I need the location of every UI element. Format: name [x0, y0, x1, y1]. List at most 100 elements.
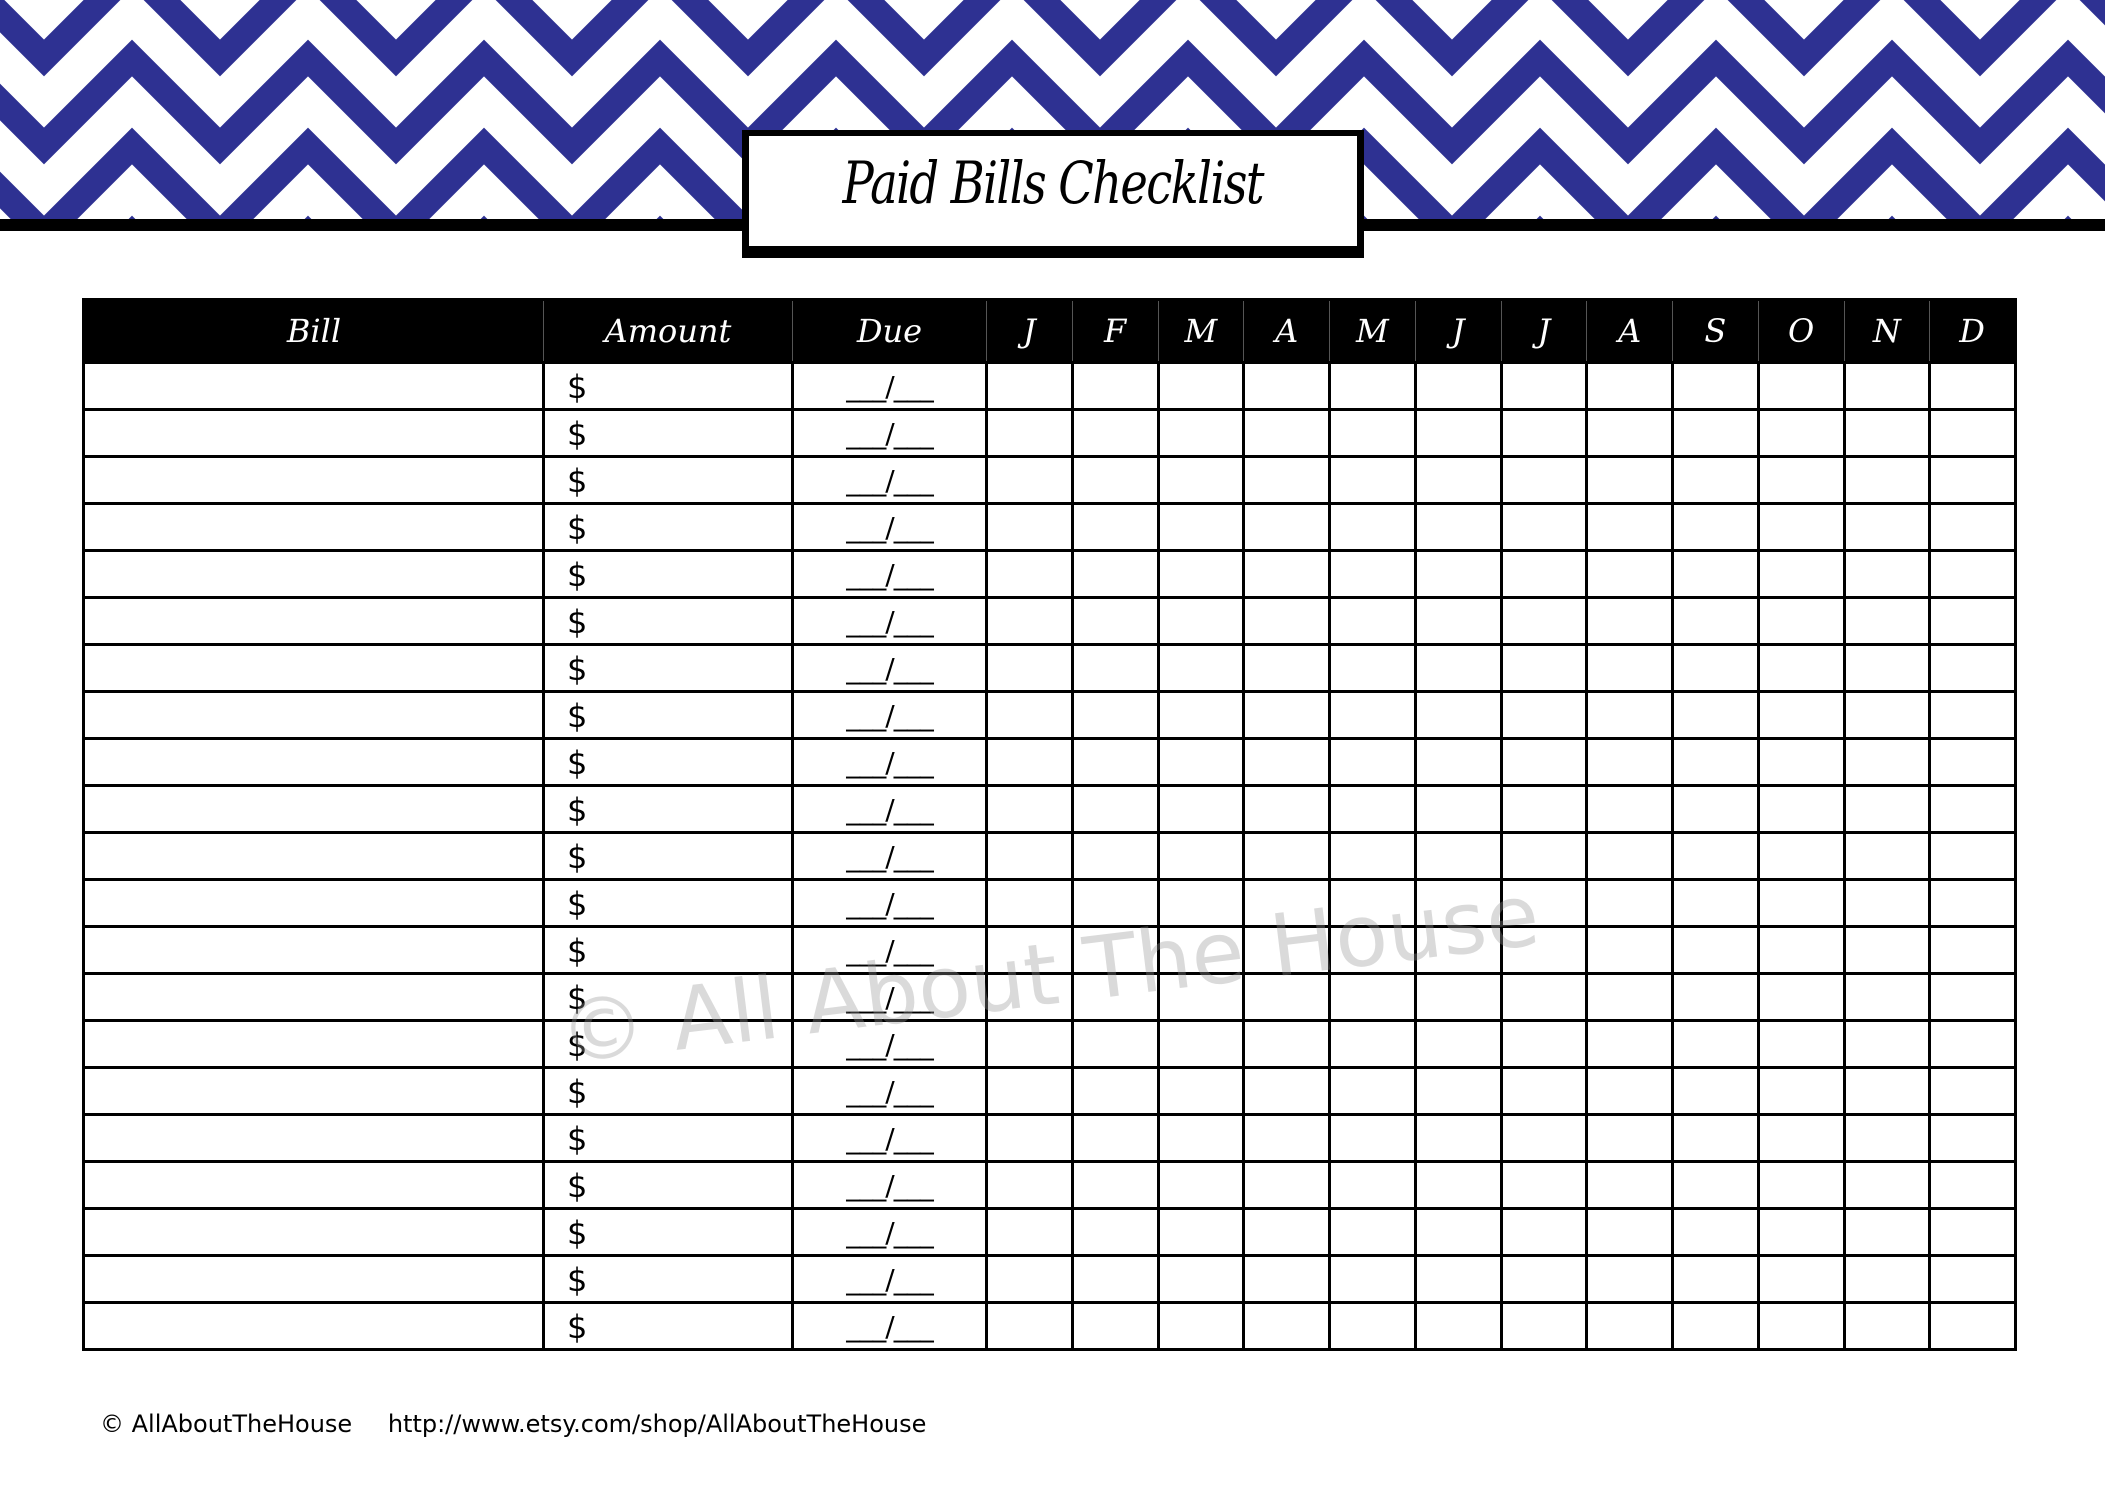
amount-cell[interactable]: $: [542, 1113, 794, 1163]
month-checkbox-cell[interactable]: [1842, 1113, 1932, 1163]
month-checkbox-cell[interactable]: [1499, 596, 1589, 646]
amount-cell[interactable]: $: [542, 831, 794, 881]
month-checkbox-cell[interactable]: [1328, 1207, 1417, 1257]
due-cell[interactable]: ___/___: [791, 1207, 988, 1257]
amount-cell[interactable]: $: [542, 1160, 794, 1210]
month-checkbox-cell[interactable]: [1928, 1113, 2017, 1163]
month-checkbox-cell[interactable]: [1413, 643, 1503, 693]
bill-cell[interactable]: [82, 549, 545, 599]
month-checkbox-cell[interactable]: [1842, 1160, 1932, 1210]
month-checkbox-cell[interactable]: [985, 1301, 1074, 1351]
bill-cell[interactable]: [82, 1254, 545, 1304]
month-checkbox-cell[interactable]: [1671, 1207, 1760, 1257]
month-checkbox-cell[interactable]: [985, 643, 1074, 693]
month-checkbox-cell[interactable]: [985, 690, 1074, 740]
month-checkbox-cell[interactable]: [1842, 1301, 1932, 1351]
month-checkbox-cell[interactable]: [1328, 1254, 1417, 1304]
month-checkbox-cell[interactable]: [1070, 1113, 1160, 1163]
month-checkbox-cell[interactable]: [1928, 455, 2017, 505]
month-checkbox-cell[interactable]: [1928, 1066, 2017, 1116]
month-checkbox-cell[interactable]: [1842, 690, 1932, 740]
month-checkbox-cell[interactable]: [1756, 737, 1846, 787]
month-checkbox-cell[interactable]: [1413, 737, 1503, 787]
month-checkbox-cell[interactable]: [1242, 549, 1331, 599]
month-checkbox-cell[interactable]: [1328, 831, 1417, 881]
month-checkbox-cell[interactable]: [1070, 737, 1160, 787]
month-checkbox-cell[interactable]: [1242, 502, 1331, 552]
month-checkbox-cell[interactable]: [1756, 596, 1846, 646]
month-checkbox-cell[interactable]: [1328, 361, 1417, 411]
month-checkbox-cell[interactable]: [1242, 690, 1331, 740]
month-checkbox-cell[interactable]: [1671, 502, 1760, 552]
amount-cell[interactable]: $: [542, 549, 794, 599]
month-checkbox-cell[interactable]: [1928, 737, 2017, 787]
month-checkbox-cell[interactable]: [1585, 1113, 1674, 1163]
month-checkbox-cell[interactable]: [985, 1207, 1074, 1257]
month-checkbox-cell[interactable]: [1328, 972, 1417, 1022]
month-checkbox-cell[interactable]: [1413, 596, 1503, 646]
bill-cell[interactable]: [82, 831, 545, 881]
month-checkbox-cell[interactable]: [1756, 1160, 1846, 1210]
bill-cell[interactable]: [82, 1113, 545, 1163]
month-checkbox-cell[interactable]: [1499, 1019, 1589, 1069]
bill-cell[interactable]: [82, 1301, 545, 1351]
bill-cell[interactable]: [82, 361, 545, 411]
month-checkbox-cell[interactable]: [1671, 1301, 1760, 1351]
month-checkbox-cell[interactable]: [1928, 361, 2017, 411]
month-checkbox-cell[interactable]: [1156, 1066, 1246, 1116]
month-checkbox-cell[interactable]: [1756, 1113, 1846, 1163]
month-checkbox-cell[interactable]: [1328, 549, 1417, 599]
month-checkbox-cell[interactable]: [1928, 1301, 2017, 1351]
month-checkbox-cell[interactable]: [1585, 455, 1674, 505]
bill-cell[interactable]: [82, 502, 545, 552]
month-checkbox-cell[interactable]: [1499, 408, 1589, 458]
month-checkbox-cell[interactable]: [1499, 1066, 1589, 1116]
month-checkbox-cell[interactable]: [1842, 784, 1932, 834]
month-checkbox-cell[interactable]: [1413, 455, 1503, 505]
month-checkbox-cell[interactable]: [1671, 1113, 1760, 1163]
month-checkbox-cell[interactable]: [985, 549, 1074, 599]
amount-cell[interactable]: $: [542, 784, 794, 834]
month-checkbox-cell[interactable]: [1928, 878, 2017, 928]
due-cell[interactable]: ___/___: [791, 361, 988, 411]
month-checkbox-cell[interactable]: [1070, 831, 1160, 881]
due-cell[interactable]: ___/___: [791, 831, 988, 881]
amount-cell[interactable]: $: [542, 408, 794, 458]
month-checkbox-cell[interactable]: [1842, 878, 1932, 928]
month-checkbox-cell[interactable]: [1928, 972, 2017, 1022]
bill-cell[interactable]: [82, 1019, 545, 1069]
month-checkbox-cell[interactable]: [1756, 643, 1846, 693]
due-cell[interactable]: ___/___: [791, 502, 988, 552]
month-checkbox-cell[interactable]: [1328, 502, 1417, 552]
month-checkbox-cell[interactable]: [1070, 643, 1160, 693]
month-checkbox-cell[interactable]: [1242, 878, 1331, 928]
bill-cell[interactable]: [82, 737, 545, 787]
bill-cell[interactable]: [82, 596, 545, 646]
month-checkbox-cell[interactable]: [1842, 925, 1932, 975]
month-checkbox-cell[interactable]: [1413, 878, 1503, 928]
month-checkbox-cell[interactable]: [1671, 784, 1760, 834]
month-checkbox-cell[interactable]: [1156, 1113, 1246, 1163]
month-checkbox-cell[interactable]: [1499, 455, 1589, 505]
month-checkbox-cell[interactable]: [1242, 831, 1331, 881]
amount-cell[interactable]: $: [542, 737, 794, 787]
month-checkbox-cell[interactable]: [1242, 1254, 1331, 1304]
amount-cell[interactable]: $: [542, 1254, 794, 1304]
due-cell[interactable]: ___/___: [791, 925, 988, 975]
month-checkbox-cell[interactable]: [1156, 737, 1246, 787]
month-checkbox-cell[interactable]: [1156, 1207, 1246, 1257]
month-checkbox-cell[interactable]: [1499, 925, 1589, 975]
month-checkbox-cell[interactable]: [1671, 925, 1760, 975]
month-checkbox-cell[interactable]: [985, 1160, 1074, 1210]
due-cell[interactable]: ___/___: [791, 1301, 988, 1351]
month-checkbox-cell[interactable]: [1585, 784, 1674, 834]
month-checkbox-cell[interactable]: [1070, 1160, 1160, 1210]
month-checkbox-cell[interactable]: [1156, 1254, 1246, 1304]
month-checkbox-cell[interactable]: [1070, 455, 1160, 505]
due-cell[interactable]: ___/___: [791, 878, 988, 928]
month-checkbox-cell[interactable]: [1328, 596, 1417, 646]
month-checkbox-cell[interactable]: [985, 878, 1074, 928]
month-checkbox-cell[interactable]: [1671, 690, 1760, 740]
due-cell[interactable]: ___/___: [791, 737, 988, 787]
month-checkbox-cell[interactable]: [1156, 549, 1246, 599]
